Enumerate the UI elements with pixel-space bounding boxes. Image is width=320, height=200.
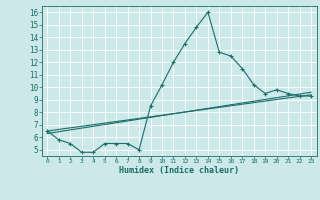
X-axis label: Humidex (Indice chaleur): Humidex (Indice chaleur): [119, 166, 239, 175]
